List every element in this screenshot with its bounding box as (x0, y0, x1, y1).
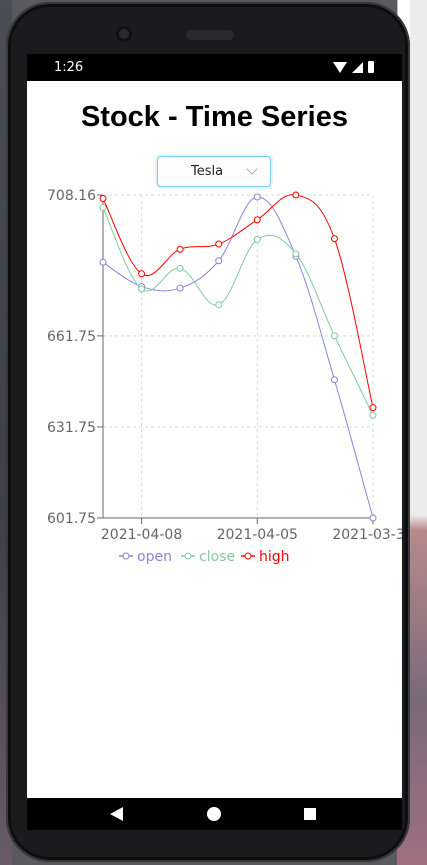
series-point-close-6 (330, 332, 338, 340)
legend-label-high: high (259, 549, 290, 565)
stock-select-value: Tesla (191, 164, 224, 179)
series-point-high-7 (369, 404, 377, 412)
series-point-close-4 (253, 235, 261, 243)
legend-marker-close (184, 552, 192, 560)
series-point-high-1 (138, 270, 146, 278)
series-point-open-6 (330, 376, 338, 384)
series-point-close-5 (292, 250, 300, 258)
legend-marker-open (122, 552, 130, 560)
back-icon[interactable] (110, 807, 123, 821)
recent-apps-icon[interactable] (304, 808, 316, 820)
series-point-open-0 (99, 258, 107, 266)
earpiece-speaker (186, 30, 234, 40)
series-point-close-3 (215, 301, 223, 309)
status-bar: 1:26 (27, 54, 402, 81)
series-line-open (102, 196, 374, 519)
series-point-high-3 (215, 240, 223, 248)
time-series-chart: 708.16 661.75 631.75 601.75 2021-04-08 2021-0… (47, 188, 402, 565)
y-tick-label-0: 708.16 (47, 188, 96, 204)
series-point-open-3 (215, 257, 223, 265)
wifi-icon (333, 61, 347, 73)
status-time: 1:26 (54, 60, 84, 75)
legend-marker-high (244, 552, 252, 560)
phone-frame: 1:26 Stock - Time Series Tesla 708.16 661… (6, 2, 410, 862)
series-point-high-0 (99, 195, 107, 203)
navigation-bar (27, 798, 402, 830)
x-tick-label-1: 2021-04-05 (217, 527, 298, 543)
legend-label-open: open (137, 549, 172, 565)
y-tick-label-1: 661.75 (47, 329, 96, 345)
series-point-high-2 (176, 245, 184, 253)
series-point-open-2 (176, 284, 184, 292)
front-camera (116, 26, 132, 42)
series-point-close-0 (99, 204, 107, 212)
x-tick-label-2: 2021-03-30 (332, 527, 402, 543)
battery-icon (368, 61, 374, 73)
signal-icon (352, 61, 363, 73)
x-tick-label-0: 2021-04-08 (101, 527, 182, 543)
legend-label-close: close (199, 549, 235, 565)
series-point-close-1 (138, 285, 146, 293)
series-point-high-4 (253, 216, 261, 224)
app-screen: 1:26 Stock - Time Series Tesla 708.16 661… (27, 54, 402, 830)
series-point-open-4 (253, 193, 261, 201)
series-line-high (102, 194, 374, 408)
series-point-close-2 (176, 264, 184, 272)
y-tick-label-3: 601.75 (47, 511, 96, 527)
stock-select[interactable]: Tesla (157, 156, 271, 187)
series-point-open-7 (369, 514, 377, 522)
status-icons (333, 61, 374, 73)
series-point-high-5 (292, 191, 300, 199)
page-title: Stock - Time Series (80, 101, 349, 133)
series-point-close-7 (369, 411, 377, 419)
home-icon[interactable] (207, 807, 221, 821)
series-point-high-6 (330, 235, 338, 243)
y-tick-label-2: 631.75 (47, 420, 96, 436)
